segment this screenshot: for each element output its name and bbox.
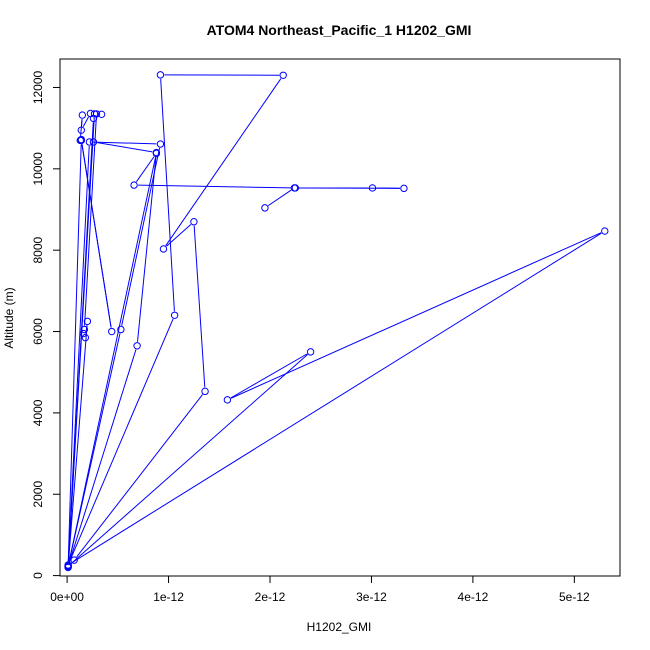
x-axis: 0e+00 1e-12 2e-12 3e-12 4e-12 5e-12 bbox=[50, 575, 590, 604]
data-point bbox=[117, 325, 125, 334]
series-segment bbox=[135, 156, 155, 183]
series-segment bbox=[76, 394, 204, 558]
data-point bbox=[85, 138, 94, 146]
y-tick-label: 8000 bbox=[31, 237, 45, 264]
y-tick-label: 10000 bbox=[31, 152, 45, 186]
x-axis-label: H1202_GMI bbox=[307, 620, 372, 634]
series-segment bbox=[165, 78, 282, 246]
series-segment bbox=[69, 318, 174, 562]
plot-frame bbox=[59, 58, 621, 577]
data-point bbox=[133, 342, 141, 350]
data-point bbox=[279, 71, 287, 79]
data-point bbox=[159, 245, 168, 253]
data-point bbox=[223, 396, 232, 404]
series-segment bbox=[93, 141, 157, 145]
series-segment bbox=[67, 325, 88, 563]
data-point bbox=[130, 181, 138, 189]
chart-title: ATOM4 Northeast_Pacific_1 H1202_GMI bbox=[207, 22, 472, 38]
data-point bbox=[89, 138, 98, 146]
series-segment bbox=[68, 333, 121, 563]
data-point bbox=[90, 110, 99, 118]
data-point bbox=[81, 333, 90, 342]
series-segment bbox=[230, 353, 308, 399]
data-point bbox=[80, 325, 89, 334]
series-1 bbox=[64, 71, 609, 572]
series-segment bbox=[97, 142, 153, 153]
data-point bbox=[70, 556, 78, 564]
data-point bbox=[201, 387, 209, 396]
series-segment bbox=[230, 232, 602, 399]
series-segment bbox=[160, 78, 175, 312]
data-point bbox=[261, 204, 269, 212]
x-tick-label: 5e-12 bbox=[559, 590, 590, 604]
data-point bbox=[64, 562, 72, 570]
data-point bbox=[156, 71, 165, 79]
series-segment bbox=[81, 144, 112, 328]
series-segment bbox=[68, 157, 157, 563]
series-segment bbox=[84, 117, 97, 326]
data-point bbox=[89, 114, 98, 123]
data-point bbox=[79, 329, 88, 338]
data-point bbox=[170, 311, 179, 319]
y-axis: 0 2000 4000 6000 8000 10000 12000 bbox=[31, 70, 61, 579]
data-point bbox=[400, 184, 408, 193]
series-segment bbox=[82, 116, 89, 127]
data-point bbox=[77, 136, 86, 145]
data-point bbox=[78, 111, 87, 119]
x-tick-label: 4e-12 bbox=[458, 590, 489, 604]
series-segment bbox=[70, 354, 308, 564]
data-point bbox=[77, 126, 86, 134]
data-point bbox=[156, 140, 165, 148]
y-axis-label: Altitude (m) bbox=[2, 287, 16, 348]
x-tick-label: 0e+00 bbox=[50, 590, 84, 604]
y-tick-label: 6000 bbox=[31, 318, 45, 345]
series-2 bbox=[64, 109, 165, 571]
series-segment bbox=[68, 349, 137, 563]
series-segment bbox=[67, 144, 82, 562]
data-point bbox=[601, 227, 609, 235]
series-segment bbox=[67, 145, 90, 564]
series-segment bbox=[71, 232, 602, 564]
y-tick-label: 0 bbox=[31, 572, 45, 579]
data-point bbox=[97, 110, 106, 119]
y-tick-label: 4000 bbox=[31, 399, 45, 426]
y-tick-label: 2000 bbox=[31, 481, 45, 508]
x-tick-label: 1e-12 bbox=[153, 590, 184, 604]
y-tick-label: 12000 bbox=[31, 70, 45, 104]
data-point bbox=[108, 327, 116, 336]
series-segment bbox=[137, 156, 157, 342]
data-point bbox=[152, 148, 161, 157]
x-tick-label: 2e-12 bbox=[255, 590, 286, 604]
data-point bbox=[190, 218, 198, 226]
series-segment bbox=[267, 189, 292, 207]
series-segment bbox=[193, 225, 206, 388]
x-tick-label: 3e-12 bbox=[356, 590, 387, 604]
series-layer bbox=[64, 71, 609, 572]
data-point bbox=[368, 184, 377, 192]
data-point bbox=[306, 348, 315, 356]
data-point bbox=[83, 317, 92, 326]
series-segment bbox=[138, 184, 292, 189]
series-segment bbox=[121, 147, 161, 326]
data-point bbox=[290, 184, 299, 192]
